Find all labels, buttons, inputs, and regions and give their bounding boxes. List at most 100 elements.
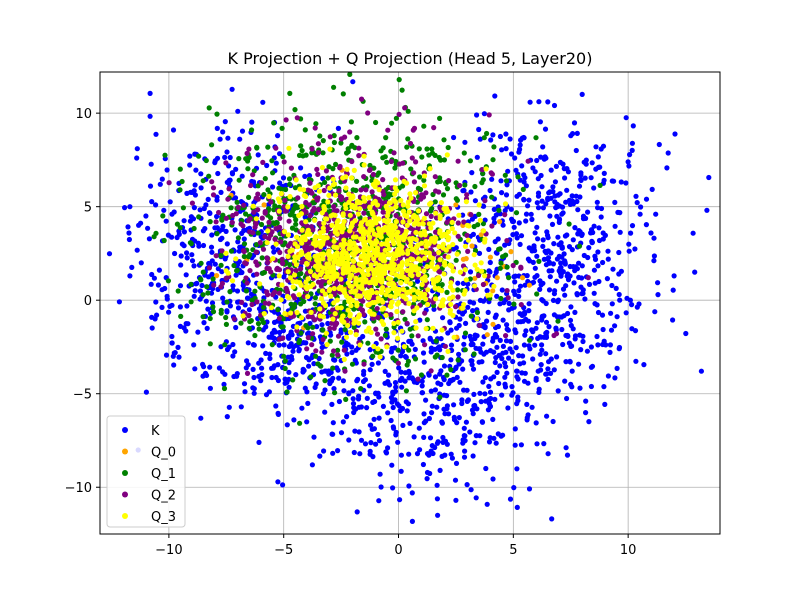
data-point bbox=[500, 432, 506, 438]
data-point bbox=[403, 228, 409, 234]
data-point bbox=[563, 359, 569, 365]
data-point bbox=[553, 163, 560, 169]
data-point bbox=[576, 274, 582, 280]
data-point bbox=[506, 300, 512, 307]
data-point bbox=[170, 353, 176, 359]
data-point bbox=[484, 288, 490, 294]
data-point bbox=[446, 178, 452, 184]
data-point bbox=[440, 315, 446, 321]
data-point bbox=[248, 318, 254, 324]
data-point bbox=[332, 192, 339, 198]
data-point bbox=[224, 241, 230, 247]
data-point bbox=[431, 251, 437, 257]
data-point bbox=[219, 235, 225, 241]
data-point bbox=[412, 356, 419, 362]
data-point bbox=[326, 288, 332, 294]
data-point bbox=[280, 260, 286, 266]
data-point bbox=[424, 146, 430, 152]
data-point bbox=[469, 358, 475, 364]
data-point bbox=[126, 230, 132, 236]
data-point bbox=[407, 140, 414, 147]
data-point bbox=[591, 185, 597, 191]
data-point bbox=[381, 217, 387, 224]
data-point bbox=[463, 320, 469, 326]
data-point bbox=[440, 245, 446, 251]
data-point bbox=[335, 261, 341, 267]
data-point bbox=[394, 234, 400, 240]
data-point bbox=[601, 170, 607, 176]
data-point bbox=[320, 138, 326, 144]
data-point bbox=[413, 229, 419, 236]
data-point bbox=[445, 348, 451, 354]
data-point bbox=[223, 228, 229, 234]
data-point bbox=[588, 383, 595, 390]
data-point bbox=[525, 203, 531, 209]
data-point bbox=[422, 342, 428, 348]
data-point bbox=[476, 359, 482, 365]
data-point bbox=[422, 310, 428, 316]
data-point bbox=[358, 262, 364, 268]
data-point bbox=[331, 84, 337, 90]
data-point bbox=[354, 178, 360, 184]
data-point bbox=[223, 275, 229, 281]
data-point bbox=[308, 245, 315, 251]
data-point bbox=[564, 452, 571, 458]
data-point bbox=[547, 213, 553, 219]
data-point bbox=[481, 111, 487, 117]
data-point bbox=[413, 249, 420, 255]
data-point bbox=[255, 196, 261, 202]
data-point bbox=[415, 376, 421, 382]
data-point bbox=[126, 236, 132, 243]
data-point bbox=[331, 348, 337, 354]
legend-marker bbox=[122, 448, 128, 455]
data-point bbox=[232, 349, 238, 355]
data-point bbox=[347, 129, 353, 135]
data-point bbox=[203, 202, 209, 208]
data-point bbox=[374, 239, 380, 245]
data-point bbox=[290, 284, 296, 290]
data-point bbox=[277, 329, 283, 336]
data-point bbox=[648, 230, 654, 236]
data-point bbox=[462, 288, 468, 294]
data-point bbox=[437, 257, 443, 263]
data-point bbox=[243, 275, 249, 281]
data-point bbox=[352, 145, 358, 151]
data-point bbox=[444, 372, 450, 378]
data-point bbox=[331, 300, 337, 306]
data-point bbox=[402, 353, 408, 360]
chart-title: K Projection + Q Projection (Head 5, Lay… bbox=[228, 49, 593, 68]
data-point bbox=[314, 197, 320, 203]
data-point bbox=[320, 327, 326, 333]
data-point bbox=[364, 395, 370, 401]
data-point bbox=[264, 240, 270, 246]
data-point bbox=[292, 254, 298, 260]
data-point bbox=[480, 379, 486, 385]
data-point bbox=[175, 344, 181, 350]
data-point bbox=[450, 241, 456, 248]
legend-label: Q_1 bbox=[151, 467, 176, 482]
data-point bbox=[259, 372, 265, 378]
data-point bbox=[481, 351, 487, 357]
data-point bbox=[421, 173, 428, 179]
data-point bbox=[623, 115, 629, 121]
data-point bbox=[166, 180, 172, 186]
data-point bbox=[375, 431, 381, 438]
data-point bbox=[593, 144, 599, 150]
data-point bbox=[338, 196, 344, 203]
data-point bbox=[482, 198, 488, 204]
data-point bbox=[448, 451, 454, 457]
data-point bbox=[420, 350, 427, 356]
data-point bbox=[383, 312, 389, 318]
data-point bbox=[349, 272, 355, 278]
data-point bbox=[604, 276, 611, 282]
data-point bbox=[230, 212, 236, 219]
data-point bbox=[148, 161, 154, 167]
data-point bbox=[309, 462, 315, 468]
data-point bbox=[558, 260, 564, 266]
data-point bbox=[462, 243, 468, 249]
data-point bbox=[235, 305, 242, 311]
data-point bbox=[453, 364, 459, 370]
data-point bbox=[367, 226, 373, 232]
data-point bbox=[287, 212, 293, 218]
data-point bbox=[359, 96, 365, 102]
